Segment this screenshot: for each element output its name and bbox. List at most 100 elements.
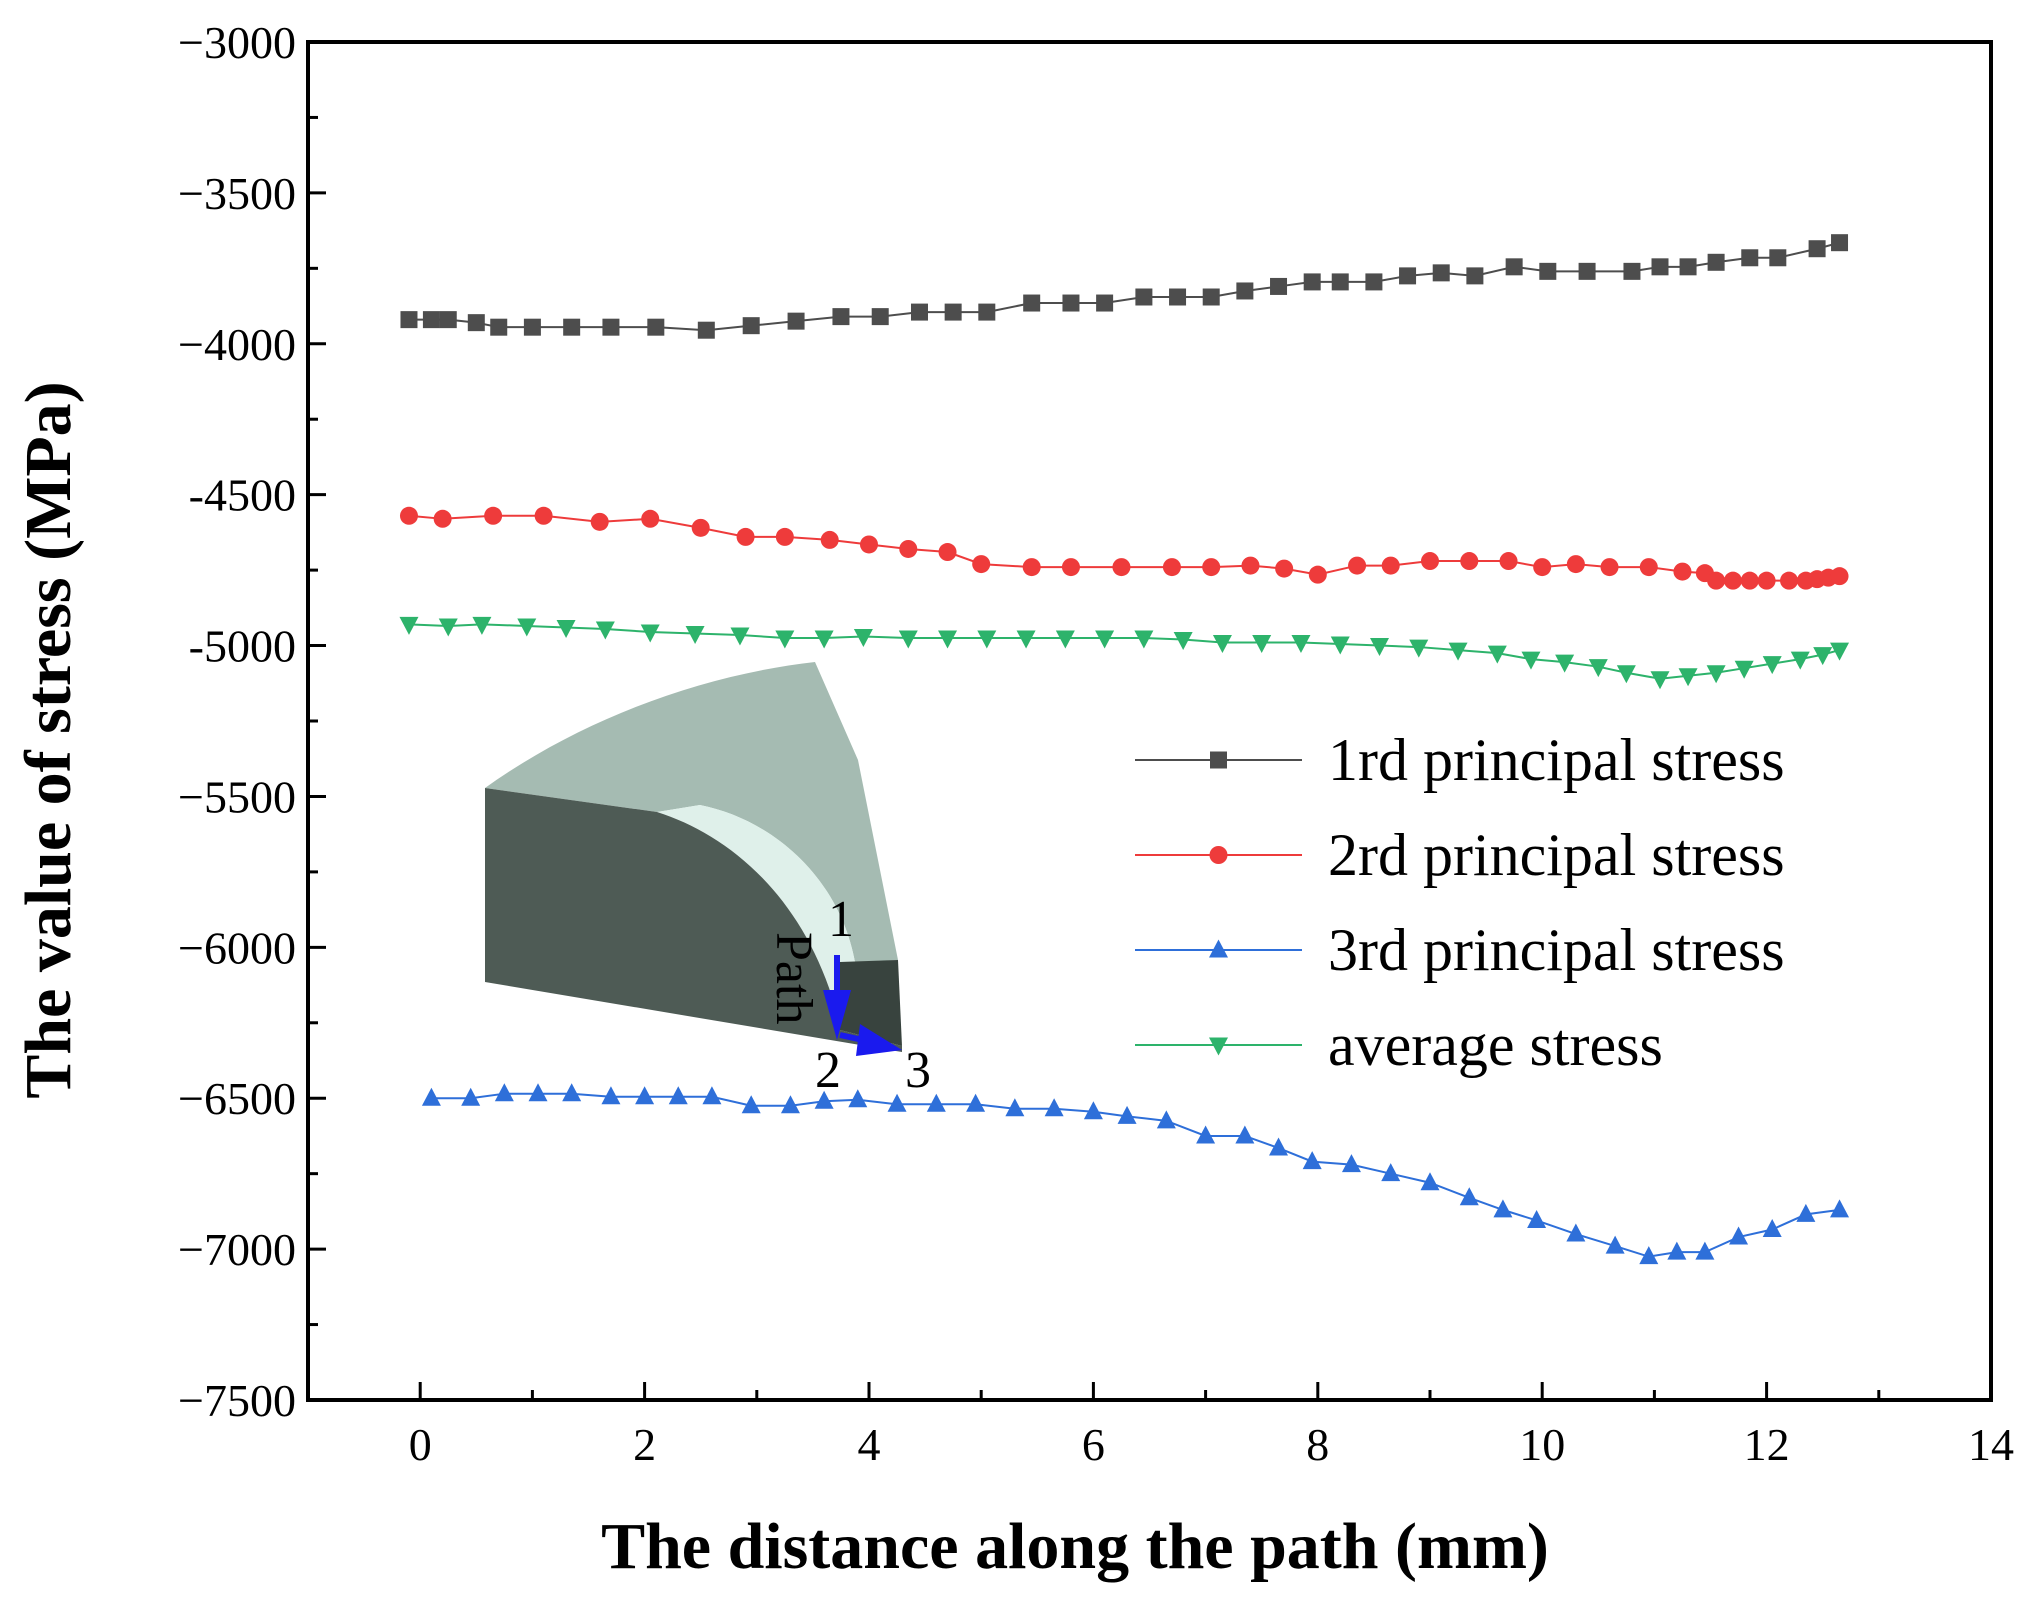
data-point [472,616,492,635]
x-tick-label: 6 [1082,1419,1105,1470]
data-point [1196,1125,1216,1144]
series-layer [399,234,1850,1265]
data-point [848,1089,868,1108]
data-point [1790,651,1810,670]
data-point [641,509,660,528]
data-point [978,303,996,321]
data-point [1757,571,1776,590]
data-point [1678,668,1698,687]
data-point [787,312,805,330]
data-point [1762,1218,1782,1237]
data-point [1521,651,1541,670]
data-point [775,527,794,546]
data-point [741,1095,761,1114]
data-point [898,630,918,649]
y-tick-label: −4000 [178,319,296,370]
data-point [1740,571,1759,590]
data-point [1275,559,1294,578]
data-point [494,1083,514,1102]
data-point [1308,565,1327,584]
x-tick-label: 0 [409,1419,432,1470]
data-point [1762,656,1782,675]
path-arrow-right-head [856,1024,902,1056]
data-point [1741,249,1759,267]
x-tick-label: 8 [1306,1419,1329,1470]
data-point [1527,1209,1547,1228]
data-point [1734,660,1754,679]
y-tick-label: −6000 [178,922,296,973]
data-point [1241,556,1260,575]
data-point [1212,635,1232,654]
data-point [640,624,660,643]
legend-marker [1209,939,1228,958]
data-point [899,539,918,558]
legend-item: average stress [1135,1012,1663,1078]
data-point [1588,659,1608,678]
data-point [1023,294,1041,312]
block-top-face [485,662,898,962]
data-point [1062,294,1080,312]
data-point [775,630,795,649]
data-point [1173,632,1193,651]
x-tick-label: 12 [1744,1419,1790,1470]
data-point [977,630,997,649]
data-point [702,1086,722,1105]
data-point [1156,1110,1176,1129]
path-point-3-label: 3 [905,1042,931,1099]
data-point [1134,630,1154,649]
data-point [399,506,418,525]
y-tick-label: -4500 [189,470,296,521]
data-point [1269,1137,1289,1156]
legend-item: 2rd principal stress [1135,822,1785,888]
data-point [871,308,889,326]
data-point [461,1087,481,1106]
data-point [1566,555,1585,574]
data-point [1499,552,1518,571]
data-point [1830,567,1849,586]
path-point-1-label: 1 [828,891,854,948]
data-point [635,1086,655,1105]
data-point [1432,264,1450,282]
data-point [1487,645,1507,664]
legend-item: 3rd principal stress [1135,917,1785,983]
data-point [1162,558,1181,577]
data-point [1421,552,1439,571]
data-point [1639,1246,1659,1265]
data-point [1448,642,1468,661]
y-tick-label: −7000 [178,1224,296,1275]
data-point [1252,635,1272,654]
data-point [1729,1226,1749,1245]
data-point [439,311,457,329]
data-point [595,621,615,640]
y-tick-label: −3500 [178,168,296,219]
data-point [1831,234,1849,252]
data-point [1695,1241,1715,1260]
data-point [1673,562,1692,581]
data-point [1459,1187,1479,1206]
x-axis-title: The distance along the path (mm) [601,1510,1549,1583]
data-point [1505,258,1523,276]
y-tick-label: −3000 [178,17,296,68]
data-point [1600,558,1619,577]
data-point [730,627,750,646]
data-point [1095,630,1115,649]
data-point [1016,630,1036,649]
data-point [1466,267,1484,285]
legend: 1rd principal stress 2rd principal stress… [1135,727,1785,1078]
data-point [853,629,873,648]
data-point [523,318,541,336]
data-point [1330,636,1350,655]
data-point [590,512,609,531]
y-axis-title: The value of stress (MPa) [12,381,85,1098]
legend-marker [1209,846,1228,864]
y-tick-label: −7500 [178,1375,296,1426]
data-point [910,303,928,321]
data-point [1331,273,1349,291]
y-tick-label: -5000 [189,621,296,672]
legend-marker [1210,751,1227,769]
series-line [408,623,1840,680]
data-point [668,1086,688,1105]
data-point [1639,558,1658,577]
tick-layer: 0 2 4 6 8 10 12 14−3000−3500−4000-4500-5000−550… [178,17,2014,1470]
data-point [1539,262,1557,280]
